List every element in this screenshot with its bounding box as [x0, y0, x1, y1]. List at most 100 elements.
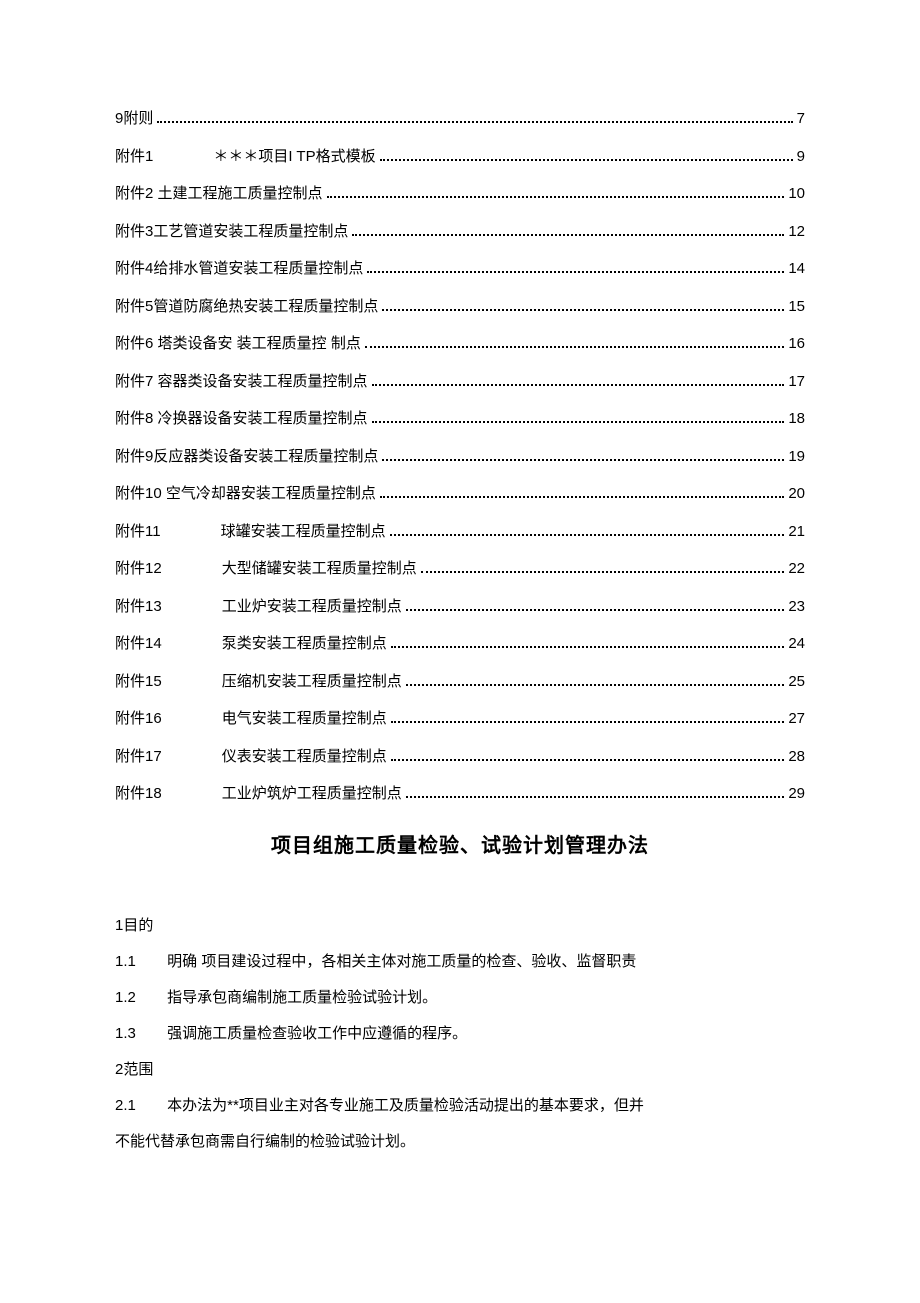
toc-page-number: 23: [788, 588, 805, 626]
toc-label: 附件14: [115, 625, 162, 663]
toc-label-secondary: 泵类安装工程质量控制点: [222, 625, 387, 663]
toc-label-secondary: 仪表安装工程质量控制点: [222, 738, 387, 776]
toc-entry: 9附则 7: [115, 100, 805, 138]
paragraph-text: 本办法为**项目业主对各专业施工及质量检验活动提出的基本要求，但并: [167, 1097, 644, 1114]
toc-leader-dots: [382, 459, 784, 461]
toc-label: 附件16: [115, 700, 162, 738]
toc-label: 附件13: [115, 588, 162, 626]
toc-label-secondary: 工业炉安装工程质量控制点: [222, 588, 402, 626]
toc-leader-dots: [380, 159, 793, 161]
toc-label: 附件10 空气冷却器安装工程质量控制点: [115, 475, 376, 513]
toc-leader-dots: [352, 234, 784, 236]
toc-label: 附件7 容器类设备安装工程质量控制点: [115, 363, 368, 401]
toc-entry: 附件2 土建工程施工质量控制点10: [115, 175, 805, 213]
section-2-heading: 2范围: [115, 1052, 805, 1088]
toc-page-number: 9: [797, 138, 805, 176]
toc-page-number: 24: [788, 625, 805, 663]
paragraph-1-2: 1.2 指导承包商编制施工质量检验试验计划。: [115, 980, 805, 1016]
toc-leader-dots: [391, 646, 785, 648]
toc-label: 附件2 土建工程施工质量控制点: [115, 175, 323, 213]
toc-leader-dots: [382, 309, 784, 311]
toc-label-secondary: ＊＊＊项目I TP格式模板: [213, 138, 375, 176]
document-title: 项目组施工质量检验、试验计划管理办法: [115, 829, 805, 858]
toc-page-number: 29: [788, 775, 805, 813]
toc-entry: 附件5管道防腐绝热安装工程质量控制点 15: [115, 288, 805, 326]
toc-label: 附件8 冷换器设备安装工程质量控制点: [115, 400, 368, 438]
toc-label: 附件9反应器类设备安装工程质量控制点: [115, 438, 378, 476]
toc-label: 附件11: [115, 513, 161, 551]
toc-page-number: 20: [788, 475, 805, 513]
toc-leader-dots: [390, 534, 785, 536]
toc-entry: 附件7 容器类设备安装工程质量控制点 17: [115, 363, 805, 401]
paragraph-text: 强调施工质量检查验收工作中应遵循的程序。: [167, 1025, 467, 1042]
toc-entry: 附件17 仪表安装工程质量控制点 28: [115, 738, 805, 776]
paragraph-text: 明确 项目建设过程中，各相关主体对施工质量的检查、验收、监督职责: [167, 953, 636, 970]
toc-leader-dots: [391, 721, 785, 723]
toc-page-number: 7: [797, 100, 805, 138]
table-of-contents: 9附则7附件1＊＊＊项目I TP格式模板9附件2 土建工程施工质量控制点10附件…: [115, 100, 805, 813]
toc-label: 附件15: [115, 663, 162, 701]
toc-label: 附件1: [115, 138, 153, 176]
toc-label-secondary: 工业炉筑炉工程质量控制点: [222, 775, 402, 813]
toc-leader-dots: [421, 571, 785, 573]
toc-page-number: 19: [788, 438, 805, 476]
toc-page-number: 17: [788, 363, 805, 401]
toc-page-number: 28: [788, 738, 805, 776]
toc-entry: 附件11 球罐安装工程质量控制点 21: [115, 513, 805, 551]
toc-page-number: 18: [788, 400, 805, 438]
toc-entry: 附件13 工业炉安装工程质量控制点 23: [115, 588, 805, 626]
toc-leader-dots: [406, 609, 785, 611]
toc-leader-dots: [406, 796, 785, 798]
toc-label: 附件17: [115, 738, 162, 776]
paragraph-number: 2.1: [115, 1088, 163, 1124]
toc-page-number: 25: [788, 663, 805, 701]
paragraph-2-1: 2.1 本办法为**项目业主对各专业施工及质量检验活动提出的基本要求，但并: [115, 1088, 805, 1124]
toc-entry: 附件12 大型储罐安装工程质量控制点 22: [115, 550, 805, 588]
toc-entry: 附件14 泵类安装工程质量控制点 24: [115, 625, 805, 663]
toc-leader-dots: [157, 121, 792, 123]
toc-leader-dots: [372, 384, 785, 386]
toc-entry: 附件15 压缩机安装工程质量控制点 25: [115, 663, 805, 701]
toc-label-secondary: 电气安装工程质量控制点: [222, 700, 387, 738]
toc-entry: 附件4给排水管道安装工程质量控制点14: [115, 250, 805, 288]
toc-leader-dots: [406, 684, 785, 686]
paragraph-1-3: 1.3 强调施工质量检查验收工作中应遵循的程序。: [115, 1016, 805, 1052]
toc-label: 附件6 塔类设备安 装工程质量控 制点: [115, 325, 361, 363]
toc-page-number: 12: [788, 213, 805, 251]
toc-label-secondary: 压缩机安装工程质量控制点: [222, 663, 402, 701]
toc-label: 附件3工艺管道安装工程质量控制点: [115, 213, 348, 251]
paragraph-1-1: 1.1 明确 项目建设过程中，各相关主体对施工质量的检查、验收、监督职责: [115, 944, 805, 980]
paragraph-2-1-continued: 不能代替承包商需自行编制的检验试验计划。: [115, 1124, 805, 1160]
toc-page-number: 21: [788, 513, 805, 551]
toc-label: 附件12: [115, 550, 162, 588]
paragraph-text: 指导承包商编制施工质量检验试验计划。: [167, 989, 437, 1006]
toc-leader-dots: [372, 421, 785, 423]
toc-page-number: 22: [788, 550, 805, 588]
toc-leader-dots: [327, 196, 785, 198]
toc-entry: 附件9反应器类设备安装工程质量控制点 19: [115, 438, 805, 476]
toc-page-number: 27: [788, 700, 805, 738]
toc-leader-dots: [391, 759, 785, 761]
toc-page-number: 14: [788, 250, 805, 288]
paragraph-number: 1.3: [115, 1016, 163, 1052]
toc-page-number: 16: [788, 325, 805, 363]
toc-entry: 附件10 空气冷却器安装工程质量控制点 20: [115, 475, 805, 513]
toc-entry: 附件1 ＊＊＊项目I TP格式模板 9: [115, 138, 805, 176]
toc-leader-dots: [380, 496, 784, 498]
toc-page-number: 15: [788, 288, 805, 326]
toc-entry: 附件18 工业炉筑炉工程质量控制点 29: [115, 775, 805, 813]
toc-leader-dots: [367, 271, 784, 273]
toc-entry: 附件3工艺管道安装工程质量控制点 12: [115, 213, 805, 251]
toc-label: 附件5管道防腐绝热安装工程质量控制点: [115, 288, 378, 326]
toc-entry: 附件8 冷换器设备安装工程质量控制点 18: [115, 400, 805, 438]
toc-leader-dots: [365, 346, 784, 348]
paragraph-number: 1.1: [115, 944, 163, 980]
toc-label-secondary: 大型储罐安装工程质量控制点: [222, 550, 417, 588]
toc-label: 9附则: [115, 100, 153, 138]
paragraph-number: 1.2: [115, 980, 163, 1016]
toc-label: 附件18: [115, 775, 162, 813]
toc-label-secondary: 球罐安装工程质量控制点: [221, 513, 386, 551]
toc-entry: 附件6 塔类设备安 装工程质量控 制点 16: [115, 325, 805, 363]
toc-entry: 附件16 电气安装工程质量控制点 27: [115, 700, 805, 738]
section-1-heading: 1目的: [115, 908, 805, 944]
